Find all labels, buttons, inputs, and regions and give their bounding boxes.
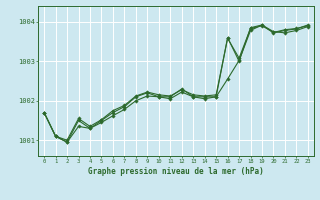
X-axis label: Graphe pression niveau de la mer (hPa): Graphe pression niveau de la mer (hPa) bbox=[88, 167, 264, 176]
